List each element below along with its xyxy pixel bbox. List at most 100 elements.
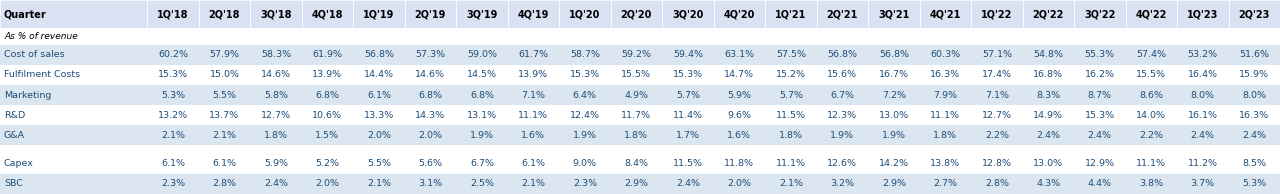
Text: 15.3%: 15.3% bbox=[570, 70, 600, 79]
Bar bbox=[456, 154, 508, 174]
Bar bbox=[972, 125, 1023, 146]
Bar bbox=[456, 105, 508, 125]
Bar bbox=[611, 45, 662, 65]
Bar bbox=[868, 0, 919, 28]
Bar bbox=[1125, 0, 1178, 28]
Bar bbox=[1229, 45, 1280, 65]
Text: 14.6%: 14.6% bbox=[261, 70, 291, 79]
Bar bbox=[404, 154, 456, 174]
Bar bbox=[456, 146, 508, 154]
Bar bbox=[972, 105, 1023, 125]
Text: 6.7%: 6.7% bbox=[470, 159, 494, 168]
Text: 5.7%: 5.7% bbox=[676, 91, 700, 100]
Bar bbox=[868, 65, 919, 85]
Text: 59.4%: 59.4% bbox=[673, 50, 703, 59]
Bar bbox=[919, 85, 972, 105]
Bar bbox=[1023, 28, 1074, 45]
Bar bbox=[198, 174, 250, 194]
Text: 13.7%: 13.7% bbox=[210, 111, 239, 120]
Bar bbox=[1023, 146, 1074, 154]
Bar bbox=[1074, 146, 1125, 154]
Bar bbox=[662, 146, 714, 154]
Bar bbox=[868, 174, 919, 194]
Text: 6.1%: 6.1% bbox=[212, 159, 237, 168]
Bar bbox=[919, 174, 972, 194]
Text: 6.8%: 6.8% bbox=[470, 91, 494, 100]
Bar bbox=[1023, 174, 1074, 194]
Bar bbox=[972, 45, 1023, 65]
Bar bbox=[198, 28, 250, 45]
Text: 12.7%: 12.7% bbox=[261, 111, 291, 120]
Bar bbox=[508, 174, 559, 194]
Bar bbox=[1023, 45, 1074, 65]
Text: 6.1%: 6.1% bbox=[521, 159, 545, 168]
Bar bbox=[559, 105, 611, 125]
Text: 5.2%: 5.2% bbox=[315, 159, 339, 168]
Text: Cost of sales: Cost of sales bbox=[4, 50, 64, 59]
Bar bbox=[1023, 85, 1074, 105]
Text: 54.8%: 54.8% bbox=[1033, 50, 1064, 59]
Bar bbox=[1074, 0, 1125, 28]
Text: 16.3%: 16.3% bbox=[931, 70, 960, 79]
Bar bbox=[765, 85, 817, 105]
Bar bbox=[147, 65, 198, 85]
Text: 15.0%: 15.0% bbox=[210, 70, 239, 79]
Text: 61.7%: 61.7% bbox=[518, 50, 548, 59]
Bar bbox=[662, 125, 714, 146]
Text: 3.8%: 3.8% bbox=[1139, 179, 1164, 188]
Text: 3Q'20: 3Q'20 bbox=[672, 9, 704, 19]
Text: 10.6%: 10.6% bbox=[312, 111, 343, 120]
Text: 2.1%: 2.1% bbox=[521, 179, 545, 188]
Bar bbox=[147, 0, 198, 28]
Bar bbox=[611, 154, 662, 174]
Text: 14.2%: 14.2% bbox=[879, 159, 909, 168]
Bar bbox=[714, 146, 765, 154]
Text: 2Q'18: 2Q'18 bbox=[209, 9, 241, 19]
Bar bbox=[456, 45, 508, 65]
Bar bbox=[147, 154, 198, 174]
Bar bbox=[765, 0, 817, 28]
Text: 2.3%: 2.3% bbox=[161, 179, 186, 188]
Text: 1.8%: 1.8% bbox=[778, 131, 803, 140]
Bar bbox=[353, 105, 404, 125]
Text: 14.0%: 14.0% bbox=[1137, 111, 1166, 120]
Text: 2.4%: 2.4% bbox=[676, 179, 700, 188]
Text: 15.5%: 15.5% bbox=[1137, 70, 1166, 79]
Text: 16.2%: 16.2% bbox=[1084, 70, 1115, 79]
Bar bbox=[508, 0, 559, 28]
Text: 4Q'20: 4Q'20 bbox=[723, 9, 755, 19]
Bar bbox=[302, 125, 353, 146]
Text: 51.6%: 51.6% bbox=[1239, 50, 1270, 59]
Bar bbox=[972, 65, 1023, 85]
Bar bbox=[456, 174, 508, 194]
Bar bbox=[1125, 45, 1178, 65]
Bar bbox=[1229, 125, 1280, 146]
Bar bbox=[302, 28, 353, 45]
Bar bbox=[198, 146, 250, 154]
Text: 57.5%: 57.5% bbox=[776, 50, 806, 59]
Text: G&A: G&A bbox=[4, 131, 26, 140]
Bar bbox=[1023, 125, 1074, 146]
Text: 3Q'21: 3Q'21 bbox=[878, 9, 910, 19]
Text: 53.2%: 53.2% bbox=[1188, 50, 1217, 59]
Bar bbox=[611, 28, 662, 45]
Bar bbox=[1074, 105, 1125, 125]
Text: 1.8%: 1.8% bbox=[933, 131, 957, 140]
Text: 5.6%: 5.6% bbox=[419, 159, 443, 168]
Text: 5.5%: 5.5% bbox=[212, 91, 237, 100]
Bar bbox=[250, 28, 302, 45]
Text: 1.9%: 1.9% bbox=[831, 131, 854, 140]
Bar bbox=[765, 174, 817, 194]
Text: 16.4%: 16.4% bbox=[1188, 70, 1217, 79]
Text: 13.9%: 13.9% bbox=[312, 70, 343, 79]
Bar bbox=[868, 105, 919, 125]
Bar bbox=[250, 146, 302, 154]
Text: 2Q'21: 2Q'21 bbox=[827, 9, 858, 19]
Bar bbox=[714, 174, 765, 194]
Text: 2.4%: 2.4% bbox=[1037, 131, 1060, 140]
Bar bbox=[1178, 28, 1229, 45]
Bar bbox=[919, 65, 972, 85]
Text: 14.9%: 14.9% bbox=[1033, 111, 1064, 120]
Bar bbox=[147, 146, 198, 154]
Text: 8.7%: 8.7% bbox=[1088, 91, 1112, 100]
